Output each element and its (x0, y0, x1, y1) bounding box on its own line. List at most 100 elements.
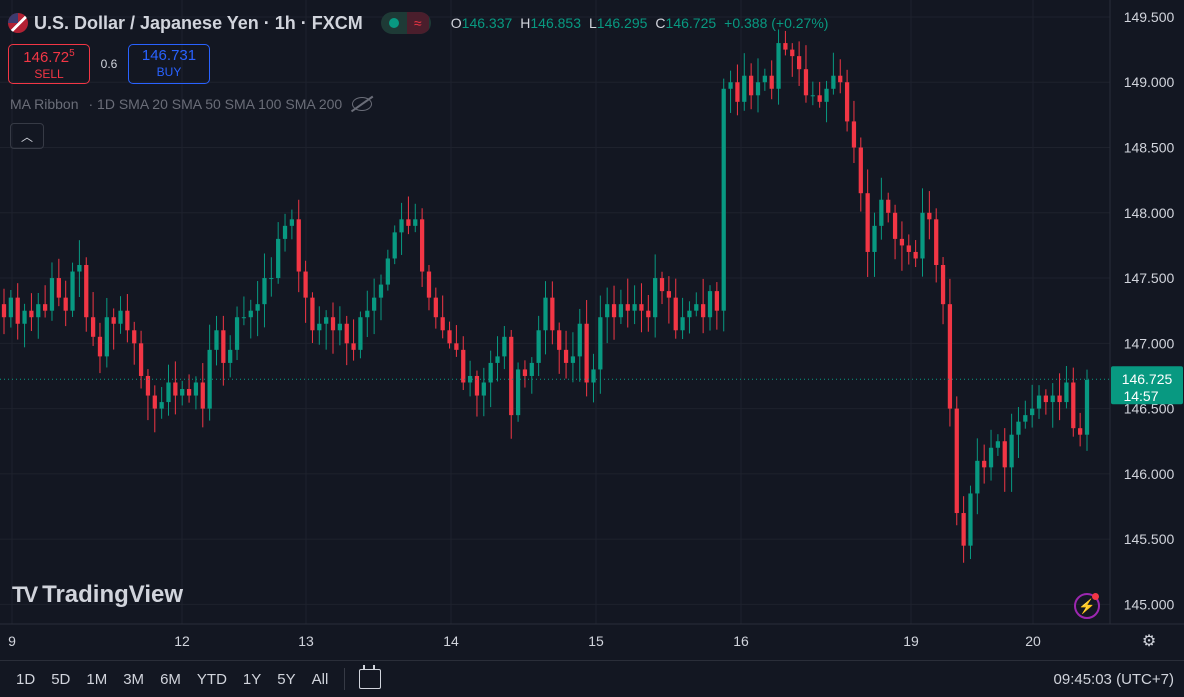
clock-display[interactable]: 09:45:03 (UTC+7) (1053, 670, 1174, 688)
candle-body (385, 258, 390, 285)
range-1y[interactable]: 1Y (242, 670, 262, 688)
candle-body (749, 75, 754, 96)
tradingview-mark-icon: TV (12, 582, 38, 607)
candle-body (570, 356, 576, 363)
sell-price-pipette: 5 (69, 48, 75, 59)
candle-body (502, 336, 507, 357)
buy-button[interactable]: 146.731 BUY (128, 44, 210, 84)
range-6m[interactable]: 6M (160, 670, 181, 688)
candle-body (36, 304, 41, 318)
candle-body (214, 330, 219, 350)
candle-body (611, 304, 617, 318)
candle-body (1016, 421, 1021, 435)
tradingview-logo[interactable]: TV TradingView (12, 581, 183, 609)
candle-body (673, 297, 678, 331)
candle-body (831, 75, 836, 89)
candle-body (419, 219, 425, 272)
lightning-icon[interactable]: ⚡ (1074, 593, 1100, 619)
range-ytd[interactable]: YTD (196, 670, 227, 688)
open-value: 146.337 (461, 15, 513, 31)
candle-body (43, 304, 48, 311)
market-open-dot-icon (388, 18, 399, 28)
range-5y[interactable]: 5Y (277, 670, 296, 688)
candle-body (653, 278, 658, 318)
range-1m[interactable]: 1M (86, 670, 108, 688)
candle-body (803, 69, 809, 96)
candle-body (892, 212, 898, 239)
y-tick-label: 148.500 (1124, 140, 1175, 156)
range-all[interactable]: All (311, 670, 329, 688)
candle-body (317, 323, 322, 331)
high-key: H (520, 15, 531, 31)
low-key: L (589, 15, 597, 31)
y-tick-label: 148.000 (1124, 205, 1175, 221)
x-tick-label: 13 (298, 633, 314, 649)
trade-panel: 146.725 SELL 0.6 146.731 BUY (8, 44, 210, 84)
candle-body (591, 369, 596, 383)
candle-body (228, 349, 233, 363)
candle-body (625, 304, 630, 311)
candle-body (961, 513, 966, 546)
candle-body (193, 382, 199, 396)
y-tick-label: 146.000 (1124, 466, 1175, 482)
candle-body (282, 225, 288, 239)
candle-body (269, 278, 274, 280)
candle-body (289, 219, 295, 226)
candle-body (769, 75, 774, 89)
candle-body (8, 297, 13, 318)
candle-body (886, 199, 891, 213)
x-tick-label: 9 (8, 633, 16, 649)
calendar-goto-icon[interactable] (359, 665, 382, 689)
candle-body (145, 375, 151, 396)
candle-body (858, 147, 863, 194)
symbol-title[interactable]: U.S. Dollar / Japanese Yen · 1h · FXCM (34, 12, 363, 33)
candle-body (844, 82, 850, 122)
candle-body (337, 323, 342, 331)
bar-countdown-label: 14:57 (1123, 388, 1158, 404)
candle-body (598, 317, 603, 370)
collapse-legend-button[interactable]: ︿ (10, 123, 44, 149)
candle-body (29, 310, 34, 318)
candle-body (557, 330, 562, 350)
candle-body (550, 297, 555, 331)
chevron-up-icon: ︿ (20, 129, 33, 144)
close-key: C (655, 15, 666, 31)
candle-body (344, 323, 349, 344)
candle-body (138, 343, 144, 376)
candle-body (940, 265, 946, 305)
indicator-name: MA Ribbon (10, 96, 79, 112)
candle-body (186, 389, 192, 396)
indicator-legend[interactable]: MA Ribbon · 1D SMA 20 SMA 50 SMA 100 SMA… (10, 96, 373, 112)
candle-body (783, 43, 788, 50)
buy-price: 146.731 (141, 47, 197, 64)
candle-body (125, 310, 130, 331)
candle-body (694, 304, 699, 311)
range-5d[interactable]: 5D (51, 670, 71, 688)
candle-body (22, 310, 27, 324)
candle-body (118, 310, 123, 324)
us-flag-icon (8, 13, 28, 33)
candle-body (481, 382, 486, 396)
candle-body (762, 75, 767, 83)
candle-body (1, 304, 7, 318)
candle-body (70, 271, 75, 311)
candle-body (605, 304, 610, 318)
wave-icon: ≈ (406, 12, 429, 34)
candle-body (303, 271, 308, 298)
candle-body (824, 88, 829, 102)
candle-body (166, 382, 171, 403)
toolbar-separator (344, 668, 346, 690)
candle-body (851, 121, 857, 148)
sell-button[interactable]: 146.725 SELL (8, 44, 90, 84)
candle-body (406, 219, 411, 226)
range-1d[interactable]: 1D (16, 670, 36, 688)
range-3m[interactable]: 3M (123, 670, 145, 688)
gear-icon[interactable]: ⚙ (1141, 633, 1157, 650)
market-status-pill[interactable]: ≈ (380, 12, 431, 34)
candle-body (536, 330, 541, 363)
candle-body (934, 219, 939, 266)
candle-body (1050, 395, 1055, 403)
price-chart[interactable]: 145.000 145.500 146.000 146.500 147.000 147.5… (0, 0, 1184, 660)
eye-hidden-icon[interactable] (352, 97, 373, 111)
